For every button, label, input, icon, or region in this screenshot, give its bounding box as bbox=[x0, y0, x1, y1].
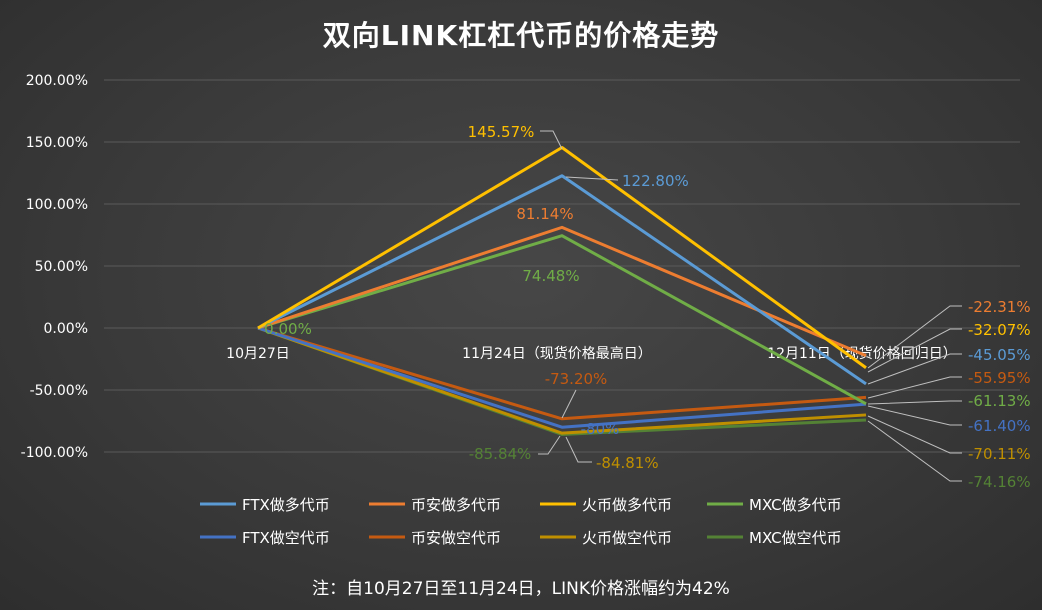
series-line bbox=[257, 326, 867, 421]
chart-footnote: 注：自10月27日至11月24日，LINK价格涨幅约为42% bbox=[312, 579, 730, 599]
data-label: -22.31% bbox=[968, 298, 1031, 316]
label-leader-line bbox=[867, 376, 962, 399]
label-leader-line bbox=[867, 415, 962, 454]
y-tick-label: -100.00% bbox=[21, 445, 88, 461]
data-label: 74.48% bbox=[522, 267, 579, 285]
data-label: 122.80% bbox=[622, 172, 689, 190]
data-label: -70.11% bbox=[968, 445, 1031, 463]
label-leader-line bbox=[538, 435, 561, 455]
legend-label: MXC做空代币 bbox=[749, 529, 842, 547]
legend-label: MXC做多代币 bbox=[749, 496, 842, 514]
y-tick-label: 150.00% bbox=[26, 135, 88, 151]
data-label: 81.14% bbox=[516, 205, 573, 223]
data-label: -84.81% bbox=[596, 454, 659, 472]
legend-label: 币安做多代币 bbox=[411, 496, 501, 514]
data-label: -74.16% bbox=[968, 473, 1031, 491]
series-line bbox=[257, 234, 867, 406]
label-leader-line bbox=[867, 405, 962, 426]
y-tick-label: 200.00% bbox=[26, 73, 88, 89]
series-line bbox=[257, 174, 867, 386]
label-leader-line bbox=[561, 389, 577, 419]
legend-label: 火币做空代币 bbox=[582, 529, 672, 547]
data-label: -45.05% bbox=[968, 346, 1031, 364]
y-tick-label: -50.00% bbox=[30, 383, 88, 399]
label-leader-line bbox=[540, 130, 563, 150]
data-label: -80% bbox=[581, 420, 620, 438]
label-leader-line bbox=[867, 305, 962, 369]
chart-title: 双向LINK杠杠代币的价格走势 bbox=[322, 19, 720, 52]
label-leader-line bbox=[867, 420, 962, 482]
series-line bbox=[257, 326, 867, 429]
y-tick-label: 50.00% bbox=[35, 259, 88, 275]
legend-label: FTX做空代币 bbox=[242, 529, 330, 547]
series-line bbox=[257, 145, 867, 369]
series-line bbox=[257, 326, 867, 435]
x-category-label: 11月24日（现货价格最高日） bbox=[462, 345, 652, 362]
y-tick-label: 0.00% bbox=[44, 321, 88, 337]
label-leader-line bbox=[565, 176, 619, 181]
y-tick-label: 100.00% bbox=[26, 197, 88, 213]
x-category-label: 10月27日 bbox=[226, 346, 290, 362]
data-label: -32.07% bbox=[968, 321, 1031, 339]
data-label: -73.20% bbox=[545, 370, 608, 388]
data-label: -55.95% bbox=[968, 369, 1031, 387]
legend-label: 币安做空代币 bbox=[411, 529, 501, 547]
data-label: 0.00% bbox=[264, 320, 312, 338]
data-label: -61.13% bbox=[968, 392, 1031, 410]
label-leader-line bbox=[867, 328, 962, 373]
data-label: 145.57% bbox=[468, 123, 535, 141]
series-line bbox=[257, 225, 867, 358]
label-leader-line bbox=[867, 353, 962, 385]
data-label: -61.40% bbox=[968, 417, 1031, 435]
legend-label: FTX做多代币 bbox=[242, 496, 330, 514]
label-leader-line bbox=[565, 436, 592, 463]
legend-label: 火币做多代币 bbox=[582, 496, 672, 514]
data-label: -85.84% bbox=[469, 445, 532, 463]
label-leader-line bbox=[867, 400, 962, 405]
